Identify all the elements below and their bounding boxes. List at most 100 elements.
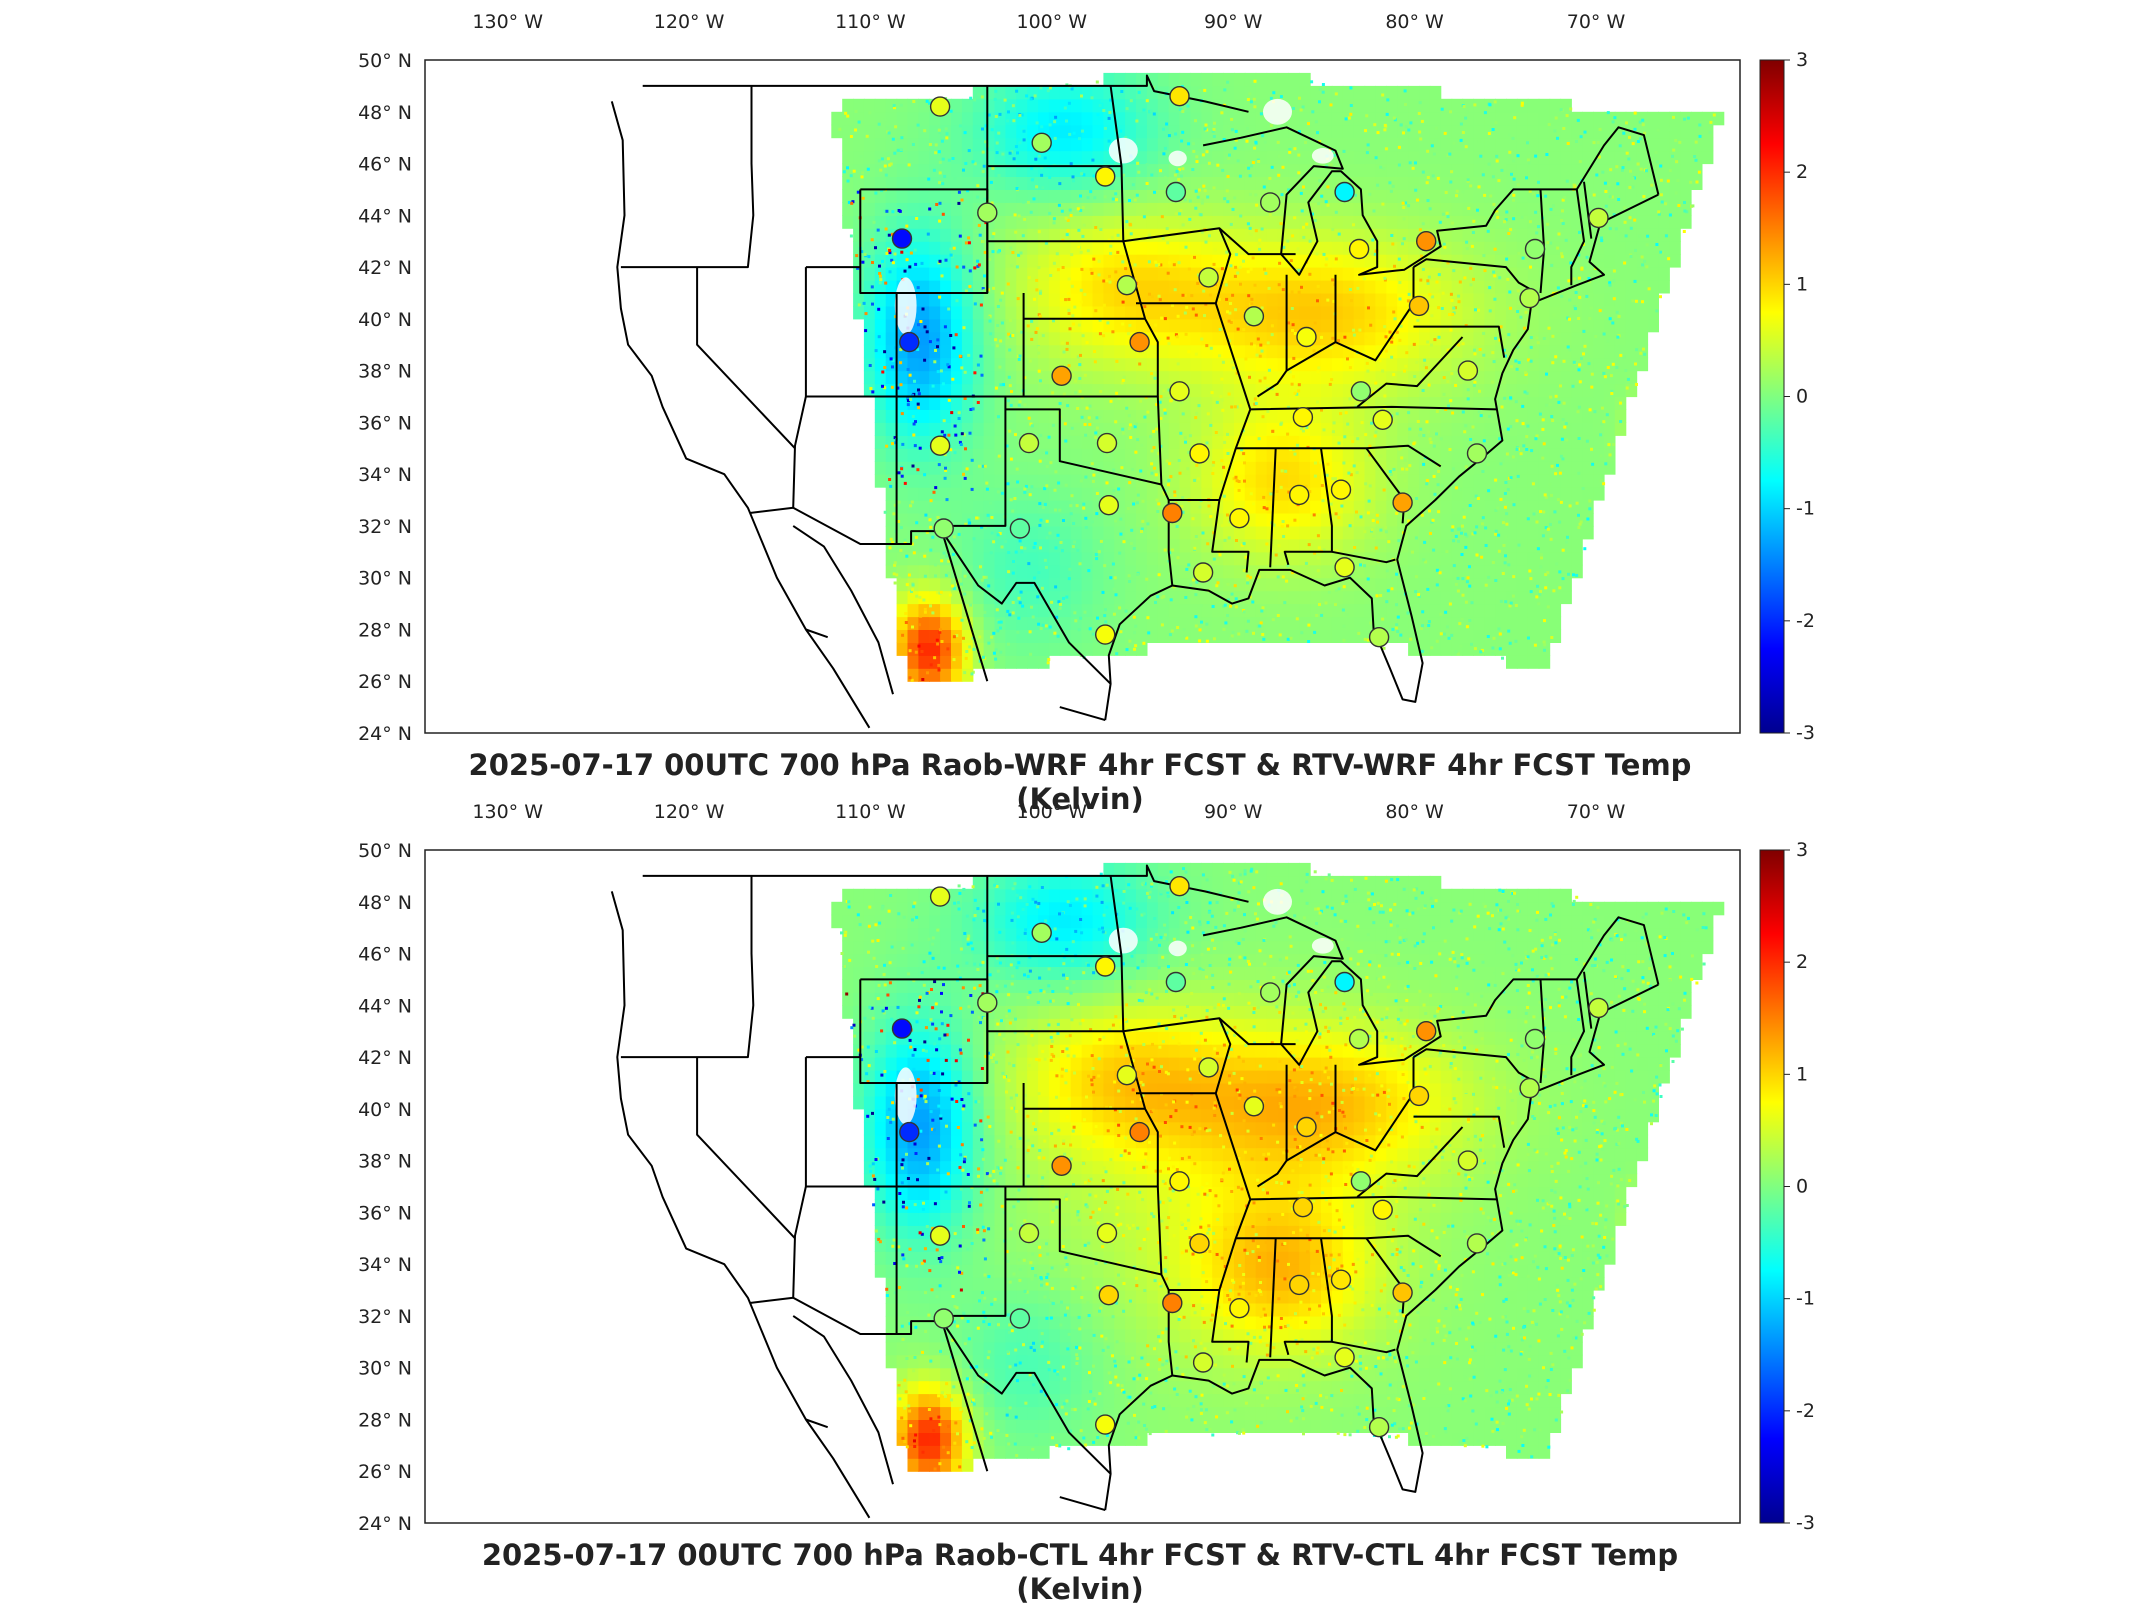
raob-station-marker — [1370, 628, 1389, 647]
raob-station-marker — [1170, 382, 1189, 401]
raob-station-marker — [893, 229, 912, 248]
latitude-tick-label: 32° N — [358, 1306, 412, 1328]
colorbar-tick-label: -3 — [1796, 1512, 1815, 1534]
colorbar — [1760, 60, 1784, 733]
raob-station-marker — [1163, 504, 1182, 523]
raob-station-marker — [1520, 289, 1539, 308]
raob-station-marker — [1166, 183, 1185, 202]
latitude-tick-label: 40° N — [358, 1099, 412, 1121]
raob-station-marker — [931, 1226, 950, 1245]
raob-station-marker — [1096, 1415, 1115, 1434]
raob-station-marker — [1096, 957, 1115, 976]
raob-station-marker — [1199, 1058, 1218, 1077]
raob-station-marker — [1244, 307, 1263, 326]
raob-station-marker — [1096, 167, 1115, 186]
raob-station-marker — [1052, 1156, 1071, 1175]
latitude-tick-label: 48° N — [358, 892, 412, 914]
raob-station-marker — [1290, 485, 1309, 504]
map-title-ctl: 2025-07-17 00UTC 700 hPa Raob-CTL 4hr FC… — [420, 1538, 1740, 1606]
raob-station-marker — [1350, 240, 1369, 259]
latitude-tick-label: 46° N — [358, 154, 412, 176]
colorbar-tick-label: 0 — [1796, 386, 1808, 408]
colorbar-tick-label: -2 — [1796, 1400, 1815, 1422]
latitude-tick-label: 42° N — [358, 1047, 412, 1069]
longitude-tick-label: 80° W — [1385, 801, 1444, 823]
raob-station-marker — [1332, 480, 1351, 499]
longitude-tick-label: 100° W — [1017, 11, 1088, 33]
latitude-tick-label: 40° N — [358, 309, 412, 331]
latitude-tick-label: 36° N — [358, 412, 412, 434]
raob-station-marker — [1194, 1353, 1213, 1372]
raob-station-marker — [1032, 133, 1051, 152]
raob-station-marker — [1370, 1418, 1389, 1437]
raob-station-marker — [1468, 1234, 1487, 1253]
colorbar-tick-label: -2 — [1796, 610, 1815, 632]
colorbar-tick-label: 2 — [1796, 951, 1808, 973]
latitude-tick-label: 30° N — [358, 1358, 412, 1380]
raob-station-marker — [1190, 444, 1209, 463]
raob-station-marker — [1293, 1198, 1312, 1217]
raob-station-marker — [1117, 1066, 1136, 1085]
latitude-tick-label: 44° N — [358, 205, 412, 227]
raob-station-marker — [1099, 1286, 1118, 1305]
raob-station-marker — [1468, 444, 1487, 463]
raob-station-marker — [1261, 193, 1280, 212]
raob-station-marker — [1170, 877, 1189, 896]
raob-station-marker — [1373, 410, 1392, 429]
colorbar — [1760, 850, 1784, 1523]
raob-station-marker — [1410, 296, 1429, 315]
raob-station-marker — [1351, 382, 1370, 401]
raob-station-marker — [1351, 1172, 1370, 1191]
raob-station-marker — [1230, 1299, 1249, 1318]
latitude-tick-label: 28° N — [358, 620, 412, 642]
raob-station-marker — [1589, 998, 1608, 1017]
raob-station-marker — [1099, 496, 1118, 515]
raob-station-marker — [1526, 240, 1545, 259]
raob-station-marker — [1520, 1079, 1539, 1098]
latitude-tick-label: 44° N — [358, 995, 412, 1017]
latitude-tick-label: 26° N — [358, 671, 412, 693]
raob-station-marker — [1052, 366, 1071, 385]
raob-station-marker — [1417, 232, 1436, 251]
raob-station-marker — [1130, 333, 1149, 352]
raob-station-marker — [1458, 361, 1477, 380]
raob-station-marker — [1417, 1022, 1436, 1041]
raob-station-marker — [1010, 519, 1029, 538]
raob-station-marker — [1096, 625, 1115, 644]
raob-station-marker — [1293, 408, 1312, 427]
raob-station-marker — [1020, 1224, 1039, 1243]
latitude-tick-label: 34° N — [358, 464, 412, 486]
raob-station-marker — [1526, 1030, 1545, 1049]
latitude-tick-label: 34° N — [358, 1254, 412, 1276]
latitude-tick-label: 46° N — [358, 944, 412, 966]
latitude-tick-label: 32° N — [358, 516, 412, 538]
latitude-tick-label: 36° N — [358, 1202, 412, 1224]
colorbar-tick-label: 1 — [1796, 273, 1808, 295]
raob-station-marker — [931, 97, 950, 116]
colorbar-tick-label: -1 — [1796, 1288, 1815, 1310]
colorbar-tick-label: -3 — [1796, 722, 1815, 744]
longitude-tick-label: 110° W — [835, 11, 906, 33]
colorbar-tick-label: 0 — [1796, 1176, 1808, 1198]
raob-station-marker — [1335, 973, 1354, 992]
raob-station-marker — [1098, 1224, 1117, 1243]
raob-station-marker — [1335, 183, 1354, 202]
raob-station-marker — [1170, 1172, 1189, 1191]
raob-station-marker — [1589, 208, 1608, 227]
raob-station-marker — [1332, 1270, 1351, 1289]
longitude-tick-label: 70° W — [1567, 11, 1626, 33]
raob-station-marker — [900, 1123, 919, 1142]
latitude-tick-label: 48° N — [358, 102, 412, 124]
colorbar-tick-label: 3 — [1796, 49, 1808, 71]
raob-station-marker — [1199, 268, 1218, 287]
raob-station-marker — [1393, 1283, 1412, 1302]
raob-station-marker — [1130, 1123, 1149, 1142]
raob-station-marker — [1410, 1086, 1429, 1105]
raob-station-marker — [900, 333, 919, 352]
raob-station-marker — [978, 203, 997, 222]
raob-station-marker — [1032, 923, 1051, 942]
raob-station-marker — [1297, 328, 1316, 347]
